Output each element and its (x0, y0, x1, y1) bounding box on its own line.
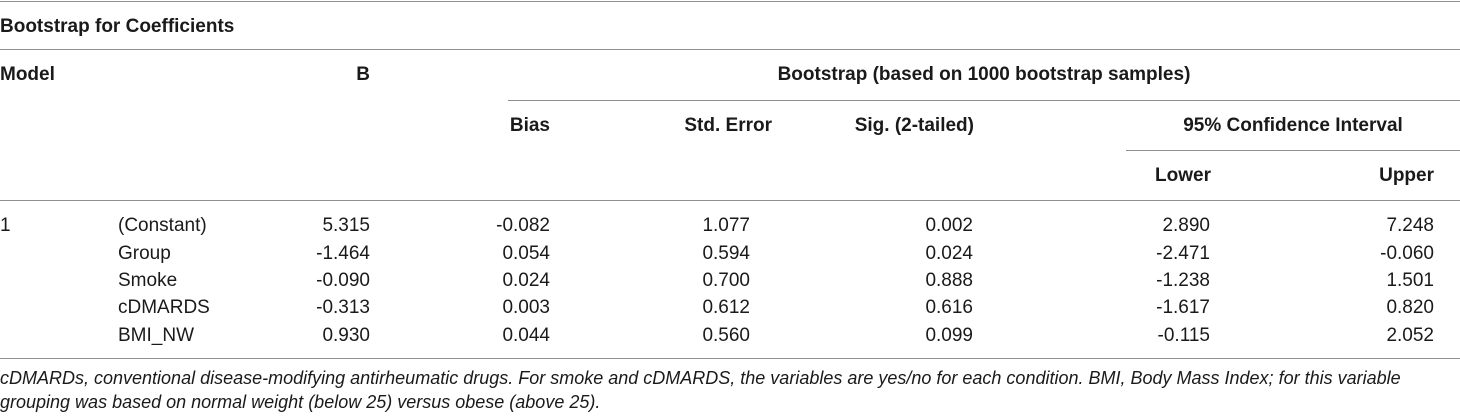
cell-lower: -2.471 (1156, 243, 1210, 264)
cell-b: 5.315 (322, 215, 370, 236)
bootstrap-header-rule (508, 100, 1460, 101)
cell-b: -0.313 (316, 297, 370, 318)
row-name: Smoke (118, 270, 178, 291)
ci-header-rule (1126, 150, 1460, 151)
cell-bias: 0.024 (502, 270, 550, 291)
header-ci: 95% Confidence Interval (1183, 115, 1403, 136)
cell-bias: 0.003 (502, 297, 550, 318)
cell-upper: 0.820 (1386, 297, 1434, 318)
cell-upper: 7.248 (1386, 215, 1434, 236)
cell-sig: 0.616 (925, 297, 973, 318)
table-bottom-rule (0, 358, 1460, 359)
cell-upper: -0.060 (1380, 243, 1434, 264)
cell-lower: -1.238 (1156, 270, 1210, 291)
cell-upper: 1.501 (1386, 270, 1434, 291)
header-bottom-rule (0, 200, 1460, 201)
row-name: (Constant) (118, 215, 207, 236)
cell-std-error: 0.560 (702, 325, 750, 346)
cell-bias: 0.044 (502, 325, 550, 346)
row-name: cDMARDS (118, 297, 210, 318)
cell-lower: 2.890 (1162, 215, 1210, 236)
cell-lower: -1.617 (1156, 297, 1210, 318)
top-rule (0, 1, 1460, 2)
table-title: Bootstrap for Coefficients (0, 16, 235, 37)
header-lower: Lower (1155, 165, 1211, 186)
cell-std-error: 0.594 (702, 243, 750, 264)
cell-std-error: 0.700 (702, 270, 750, 291)
cell-sig: 0.024 (925, 243, 973, 264)
header-bias: Bias (509, 115, 550, 136)
row-name: BMI_NW (118, 325, 194, 346)
header-std-error: Std. Error (684, 115, 772, 136)
cell-b: 0.930 (322, 325, 370, 346)
header-model: Model (0, 64, 55, 85)
cell-sig: 0.002 (925, 215, 973, 236)
cell-b: -0.090 (316, 270, 370, 291)
model-number: 1 (0, 215, 11, 236)
cell-std-error: 1.077 (702, 215, 750, 236)
cell-lower: -0.115 (1157, 325, 1210, 346)
row-name: Group (118, 243, 171, 264)
title-rule (0, 49, 1460, 50)
header-sig: Sig. (2-tailed) (854, 115, 974, 136)
cell-bias: 0.054 (502, 243, 550, 264)
table-caption: cDMARDs, conventional disease-modifying … (0, 368, 1401, 412)
cell-b: -1.464 (316, 243, 370, 264)
header-upper: Upper (1379, 165, 1434, 186)
cell-sig: 0.888 (925, 270, 973, 291)
cell-upper: 2.052 (1386, 325, 1434, 346)
header-b: B (356, 64, 370, 85)
header-bootstrap: Bootstrap (based on 1000 bootstrap sampl… (777, 64, 1191, 85)
cell-std-error: 0.612 (702, 297, 750, 318)
cell-bias: -0.082 (496, 215, 550, 236)
cell-sig: 0.099 (925, 325, 973, 346)
